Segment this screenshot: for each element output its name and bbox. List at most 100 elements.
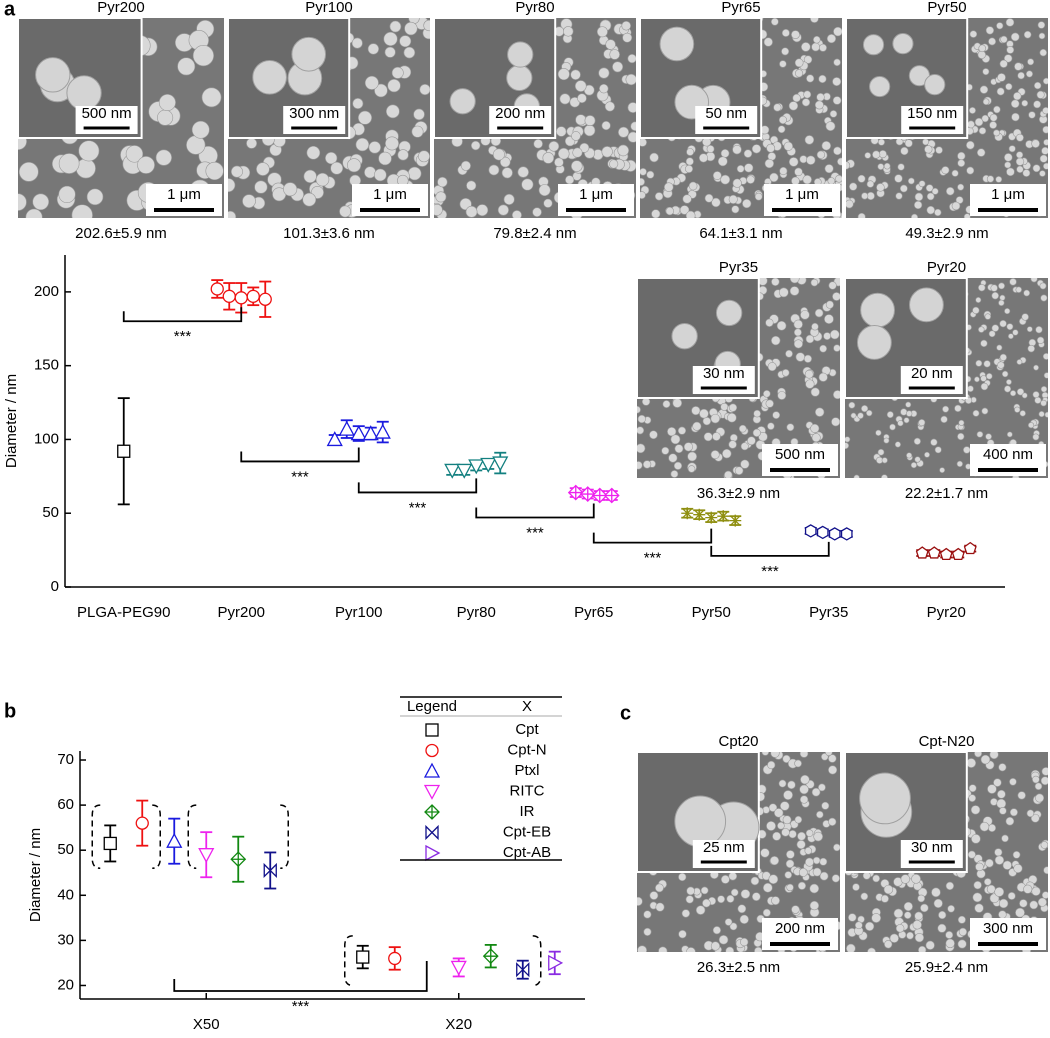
- particle: [367, 43, 380, 55]
- particle: [1006, 379, 1012, 385]
- particle: [625, 73, 636, 86]
- particle: [1026, 326, 1033, 333]
- particle: [986, 884, 996, 894]
- particle: [894, 441, 901, 448]
- particle: [1039, 48, 1047, 57]
- particle: [903, 901, 913, 912]
- particle: [957, 432, 965, 441]
- y-tick-label: 20: [57, 976, 74, 993]
- particle: [1010, 99, 1020, 108]
- particle: [957, 939, 967, 949]
- particle: [889, 423, 896, 431]
- particle: [999, 59, 1008, 68]
- inset-particle: [869, 75, 891, 98]
- particle: [1026, 809, 1035, 818]
- particle: [739, 914, 749, 924]
- marker: [480, 457, 497, 473]
- y-tick-label: 50: [57, 841, 74, 858]
- particle: [1022, 169, 1031, 177]
- size-label: 101.3±3.6 nm: [283, 225, 375, 242]
- scale-label: 1 μm: [373, 186, 407, 203]
- particle: [951, 201, 961, 211]
- particle: [1012, 850, 1021, 859]
- particle: [998, 282, 1005, 290]
- particle: [985, 858, 994, 868]
- particle: [404, 21, 418, 36]
- panel-label: c: [620, 702, 631, 724]
- inset-particle: [859, 772, 911, 825]
- marker: [263, 862, 277, 879]
- significance-label: ***: [292, 998, 310, 1015]
- marker: [423, 784, 441, 800]
- particle: [766, 821, 776, 831]
- particle: [979, 85, 989, 94]
- particle: [877, 138, 885, 146]
- particle: [913, 437, 921, 445]
- particle: [418, 150, 430, 163]
- particle: [832, 292, 840, 301]
- particle: [306, 145, 321, 160]
- particle: [1004, 153, 1013, 162]
- y-tick-label: 150: [34, 357, 59, 374]
- particle: [981, 114, 989, 123]
- particle: [933, 898, 943, 908]
- particle: [765, 318, 774, 327]
- image-title: Cpt-N20: [919, 733, 975, 750]
- particle: [720, 149, 730, 158]
- particle: [931, 187, 939, 195]
- particle: [826, 34, 837, 44]
- particle: [731, 205, 740, 214]
- particle: [996, 344, 1003, 351]
- particle: [781, 47, 790, 56]
- particle: [997, 789, 1006, 799]
- particle: [387, 78, 401, 93]
- particle: [848, 401, 856, 409]
- particle: [768, 874, 779, 885]
- marker: [456, 463, 473, 479]
- particle: [763, 390, 771, 398]
- particle: [925, 940, 935, 950]
- particle: [661, 446, 670, 455]
- image-title: Pyr20: [927, 259, 966, 276]
- particle: [999, 320, 1007, 328]
- particle: [389, 20, 402, 33]
- marker: [681, 507, 694, 520]
- particle: [1036, 90, 1045, 99]
- scale-label: 300 nm: [983, 920, 1033, 937]
- particle: [1034, 396, 1042, 404]
- particle: [988, 823, 997, 832]
- particle: [718, 935, 729, 945]
- particle: [242, 194, 256, 208]
- particle: [989, 752, 999, 760]
- particle: [883, 884, 894, 895]
- particle: [699, 408, 709, 419]
- x-tick-label: X50: [193, 1016, 220, 1033]
- particle: [543, 198, 553, 208]
- significance-bracket: [240, 447, 360, 463]
- x-tick-label: Pyr65: [574, 604, 613, 621]
- particle: [201, 87, 222, 108]
- particle: [643, 927, 652, 936]
- particle: [601, 120, 611, 131]
- particle: [963, 446, 971, 454]
- particle: [972, 306, 980, 315]
- panel-label: a: [4, 0, 16, 20]
- particle: [990, 284, 998, 292]
- particle: [798, 867, 808, 877]
- particle: [771, 335, 781, 346]
- particle: [254, 180, 268, 194]
- inset-particle: [909, 287, 944, 323]
- particle: [1034, 782, 1043, 791]
- particle: [966, 140, 975, 150]
- particle: [801, 42, 811, 52]
- particle: [785, 349, 793, 358]
- particle: [824, 164, 834, 174]
- particle: [423, 19, 430, 32]
- particle: [995, 176, 1003, 183]
- particle: [575, 114, 587, 126]
- significance-label: ***: [174, 328, 192, 345]
- marker: [939, 547, 953, 561]
- significance-bracket: [592, 528, 713, 544]
- particle: [889, 933, 899, 943]
- particle: [934, 208, 942, 217]
